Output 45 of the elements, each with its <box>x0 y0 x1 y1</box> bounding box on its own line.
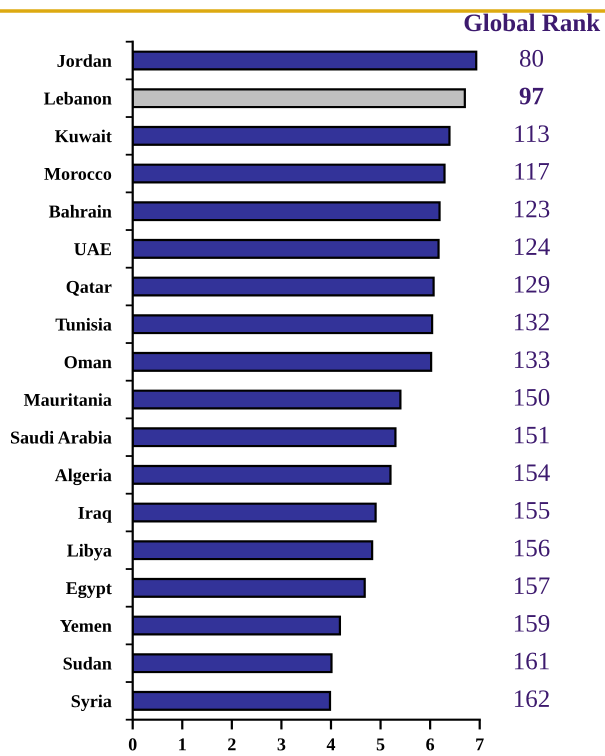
y-tick-label: Jordan <box>57 54 112 67</box>
x-tick-label: 5 <box>376 738 384 750</box>
text: 97 <box>520 88 544 104</box>
text: 133 <box>514 351 550 368</box>
y-tick-label: Algeria <box>54 468 112 486</box>
text: 156 <box>514 540 550 556</box>
y-tick-label: Yemen <box>60 620 112 632</box>
text: 132 <box>514 314 549 330</box>
x-tick-label: 6 <box>426 738 434 750</box>
text: 161 <box>514 652 549 670</box>
y-tick-label: Syria <box>72 694 112 712</box>
y-tick-label: Mauritania <box>24 393 112 406</box>
y-tick-label: Saudi Arabia <box>10 430 112 444</box>
text: 124 <box>514 238 550 255</box>
x-tick-label: 1 <box>179 738 186 750</box>
x-tick-label: 2 <box>228 738 236 750</box>
y-tick-label: Egypt <box>66 582 112 598</box>
text: 155 <box>514 502 550 519</box>
text: 151 <box>514 426 549 444</box>
text: 154 <box>514 464 550 482</box>
y-tick-label: Bahrain <box>48 204 112 218</box>
y-tick-label: Lebanon <box>44 92 112 105</box>
text: 123 <box>514 200 550 218</box>
text: 162 <box>514 690 549 708</box>
y-tick-label: Tunisia <box>56 318 112 331</box>
x-tick-label: 0 <box>128 738 137 750</box>
x-tick-label: 4 <box>326 738 336 750</box>
y-tick-label: Qatar <box>66 280 112 296</box>
y-tick-label: UAE <box>74 243 111 256</box>
y-tick-label: Kuwait <box>54 130 112 142</box>
text: Global Rank <box>464 14 600 32</box>
y-tick-label: Sudan <box>64 656 112 670</box>
text: 150 <box>514 388 550 406</box>
y-tick-label: Morocco <box>44 168 112 180</box>
x-tick-label: 7 <box>476 738 484 750</box>
text: 117 <box>515 163 550 180</box>
y-tick-label: Oman <box>64 356 112 368</box>
text: 157 <box>514 577 550 594</box>
text: 113 <box>515 125 549 142</box>
text: 159 <box>514 614 550 632</box>
x-tick-label: 3 <box>278 738 286 750</box>
y-tick-label: Iraq <box>78 506 112 523</box>
y-tick-label: Libya <box>67 544 112 560</box>
text: 80 <box>520 50 544 67</box>
text: 129 <box>514 276 550 293</box>
